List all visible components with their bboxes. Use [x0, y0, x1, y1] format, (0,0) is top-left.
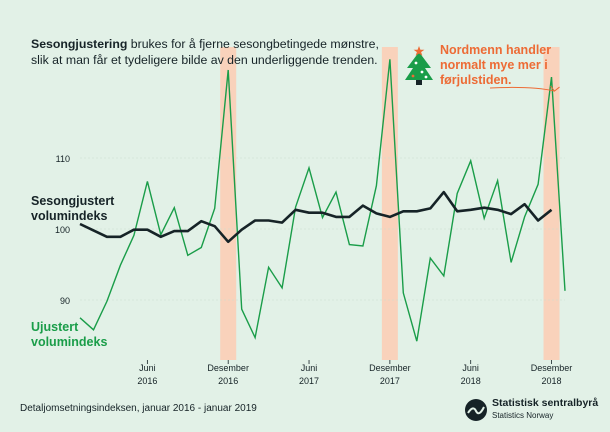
annotation-note: Nordmenn handler normalt mye mer i førju… [440, 43, 552, 87]
y-axis-ticks: 90 100 110 [55, 154, 70, 306]
x-tick-year-11: 2016 [218, 376, 238, 386]
intro-text: Sesongjustering brukes for å fjerne seso… [31, 36, 381, 68]
x-tick-year-35: 2018 [542, 376, 562, 386]
highlight-band-2018-12 [543, 47, 560, 360]
ssb-logo: Statistisk sentralbyrå Statistics Norway [462, 395, 602, 425]
seasonal-index-line [79, 190, 553, 244]
x-tick-month-35: Desember [531, 363, 573, 373]
annotation-arrowhead [550, 85, 560, 92]
x-tick-month-17: Juni [301, 363, 318, 373]
ssb-logo-icon [465, 399, 487, 421]
seasonal-series-label: Sesongjustert volumindeks [31, 194, 115, 223]
logo-name: Statistisk sentralbyrå [492, 397, 599, 409]
x-axis-ticks: Juni 2016 Desember 2016 Juni 2017 Desember 2017… [137, 360, 572, 386]
y-tick-label-90: 90 [60, 296, 70, 306]
y-tick-label-100: 100 [55, 225, 70, 235]
x-tick-year-23: 2017 [380, 376, 400, 386]
raw-index-line [79, 59, 566, 342]
x-tick-month-29: Juni [462, 363, 479, 373]
intro-bold: Sesongjustering [31, 37, 128, 51]
gridlines [80, 157, 565, 301]
intro-rest: brukes for å fjerne sesongbetingede møns… [31, 37, 379, 67]
x-tick-month-23: Desember [369, 363, 411, 373]
x-tick-year-17: 2017 [299, 376, 319, 386]
x-tick-year-5: 2016 [137, 376, 157, 386]
x-tick-year-29: 2018 [461, 376, 481, 386]
christmas-highlight-bands [220, 47, 560, 360]
highlight-band-2017-12 [381, 47, 398, 360]
x-tick-month-11: Desember [207, 363, 249, 373]
christmas-tree-icon [405, 46, 433, 85]
highlight-band-2016-12 [220, 47, 237, 360]
raw-series-label: Ujustert volumindeks [31, 320, 108, 349]
y-tick-label-110: 110 [56, 154, 70, 164]
source-note: Detaljomsetningsindeksen, januar 2016 - … [20, 403, 257, 414]
logo-subtitle: Statistics Norway [492, 411, 554, 420]
annotation-arrow [489, 86, 555, 92]
x-tick-month-5: Juni [139, 363, 156, 373]
